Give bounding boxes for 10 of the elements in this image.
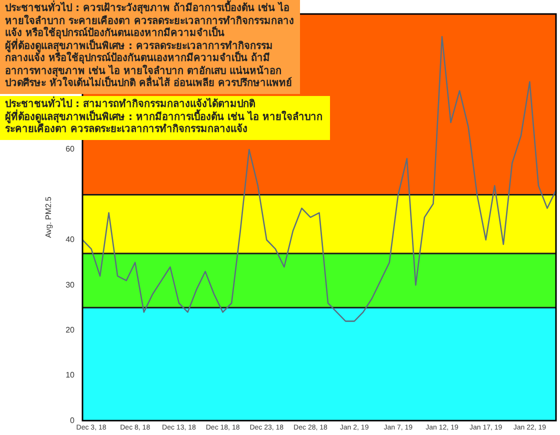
y-tick-label: 10	[66, 370, 76, 380]
annotation: ผู้ที่ต้องดูแลสุขภาพเป็นพิเศษ : ควรลดระยะเวลาการทำกิจกรรมกลางแจ้ง หรือใช้อุปกรณ์ป้องกันตนเองหากมีความจำเป็น ถ้ามีอาการทางสุขภาพ เช่น ไอ หายใจลำบาก ตาอักเสบ แน่นหน้าอก ปวดศีรษะ หัวใจเต้นไม่เป็นปกติ คลื่นไส้ อ่อนเพลีย ควรปรึกษาแพทย์	[5, 40, 293, 90]
y-tick-label: 0	[70, 416, 76, 425]
y-axis-title: Avg. PM2.5	[44, 196, 54, 238]
annotation: ผู้ที่ต้องดูแลสุขภาพเป็นพิเศษ : หากมีอาการเบื้องต้น เช่น ไอ หายใจลำบาก ระคายเคืองตา ควรลดระยะเวลาการทำกิจกรรมกลางแจ้ง	[5, 112, 324, 136]
y-tick-label: 40	[66, 235, 76, 244]
y-tick-label: 20	[66, 325, 76, 334]
y-tick-label: 30	[66, 280, 76, 290]
annotation: ประชาชนทั่วไป : สามารถทำกิจกรรมกลางแจ้งได้ตามปกติ	[5, 99, 256, 110]
y-tick-label: 60	[66, 144, 76, 154]
